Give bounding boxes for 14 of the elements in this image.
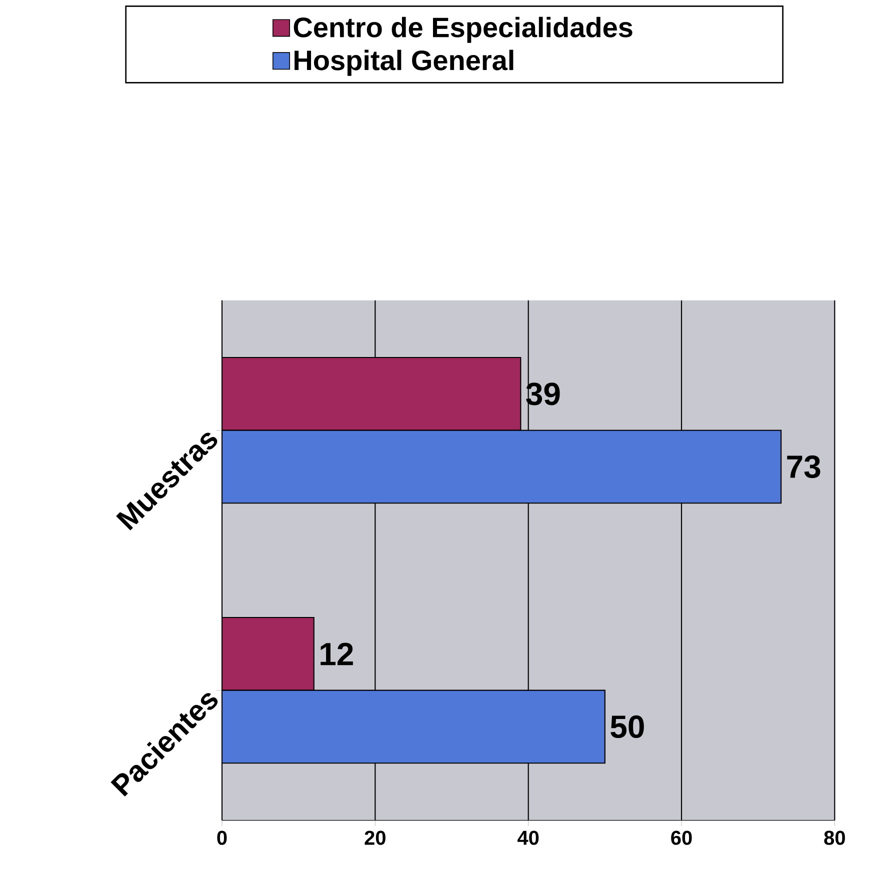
bar	[222, 430, 782, 504]
bar	[222, 690, 606, 764]
x-tick-label: 80	[824, 830, 845, 845]
data-label: 73	[787, 455, 820, 478]
data-label: 12	[320, 642, 353, 665]
bar	[222, 356, 522, 431]
x-tick-label: 60	[671, 830, 692, 845]
data-label: 50	[610, 715, 644, 738]
x-tick-label: 0	[217, 830, 227, 845]
x-tick-label: 40	[518, 830, 539, 845]
bar	[222, 616, 314, 691]
x-tick-label: 20	[364, 830, 386, 845]
legend-label: Centro de Especialidades	[294, 16, 632, 43]
legend-label: Hospital General	[294, 50, 514, 76]
